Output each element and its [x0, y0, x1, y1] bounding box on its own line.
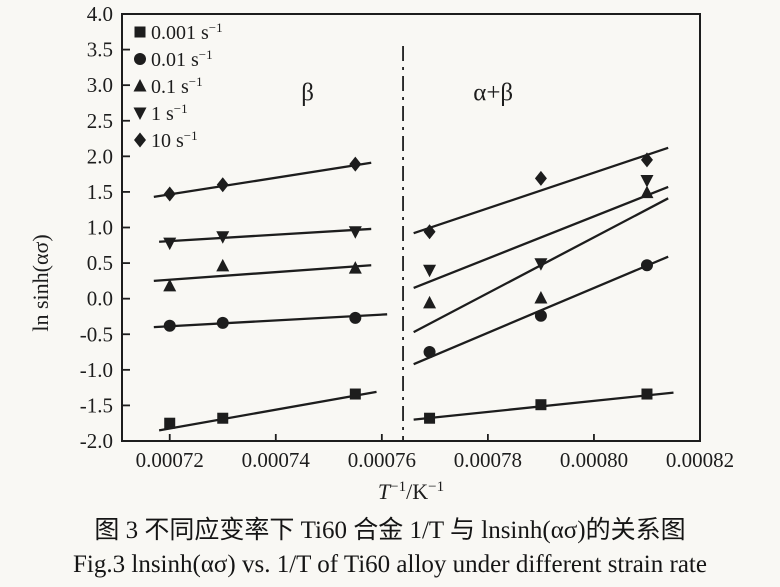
caption-english: Fig.3 lnsinh(ασ) vs. 1/T of Ti60 alloy u…: [73, 551, 707, 578]
fit-line: [158, 390, 377, 432]
y-tick-label: 0.5: [87, 251, 113, 275]
data-point: [641, 388, 653, 400]
data-point: [163, 186, 176, 202]
legend-marker: [133, 79, 147, 92]
data-point: [640, 152, 653, 168]
data-point: [535, 399, 547, 411]
chart-root: 4.0 3.5 3.0 2.5 2.0 1.5 1.0 0.5 0.0 -0.5 -1.0 -1.5 -…: [28, 2, 734, 504]
data-point: [534, 309, 547, 322]
legend-label: 10 s−1: [151, 128, 198, 152]
data-point: [164, 417, 176, 429]
legend-label: 0.001 s−1: [151, 20, 223, 44]
data-point: [349, 311, 362, 324]
fit-line: [159, 227, 372, 243]
y-tick-label: 0.0: [87, 287, 113, 311]
data-point: [217, 412, 229, 424]
data-point: [534, 258, 548, 271]
fit-line: [413, 146, 669, 235]
data-point: [163, 319, 176, 332]
data-point: [423, 264, 437, 278]
series-circle: [153, 255, 669, 366]
region-label: β: [301, 79, 314, 106]
x-tick-label: 0.00074: [242, 448, 311, 472]
y-tick-label: -1.0: [80, 358, 113, 382]
legend-marker: [133, 107, 147, 120]
caption-chinese: 图 3 不同应变率下 Ti60 合金 1/T 与 lnsinh(ασ)的关系图: [94, 516, 685, 544]
data-point: [349, 388, 361, 400]
data-point: [640, 175, 654, 188]
legend: 0.001 s−1 0.01 s−1 0.1 s−1 1 s−1 10 s−1: [133, 20, 223, 152]
x-tick-label: 0.00072: [136, 448, 204, 472]
series-triangle-down: [159, 175, 669, 290]
data-point: [216, 316, 229, 329]
legend-marker: [134, 53, 146, 65]
x-tick-label: 0.00080: [560, 448, 628, 472]
data-point: [216, 231, 230, 244]
y-tick-label: 4.0: [87, 2, 113, 26]
legend-label: 1 s−1: [151, 101, 188, 125]
legend-marker: [134, 26, 146, 38]
data-point: [423, 224, 436, 240]
data-point: [640, 259, 653, 272]
x-tick-label: 0.00076: [348, 448, 416, 472]
data-point: [349, 156, 362, 172]
data-point: [163, 278, 177, 292]
y-tick-label: -1.5: [80, 393, 113, 417]
y-tick-label: 1.5: [87, 180, 113, 204]
data-point: [424, 412, 436, 424]
legend-label: 0.1 s−1: [151, 74, 203, 98]
series-triangle-up: [153, 185, 669, 334]
data-point: [216, 177, 229, 193]
data-point: [348, 261, 362, 274]
series-square: [158, 388, 674, 432]
legend-marker: [134, 132, 146, 148]
x-tick-label: 0.00078: [454, 448, 522, 472]
fit-line: [413, 185, 669, 290]
y-tick-label: 1.0: [87, 216, 113, 240]
fit-line: [153, 313, 388, 329]
data-point: [423, 295, 437, 309]
fit-line: [153, 264, 372, 283]
fit-line: [153, 161, 372, 199]
data-point: [534, 170, 547, 186]
series-diamond: [153, 146, 669, 240]
y-tick-label: -0.5: [80, 322, 113, 346]
legend-label: 0.01 s−1: [151, 47, 213, 71]
y-tick-label: 3.0: [87, 73, 113, 97]
y-tick-label: 3.5: [87, 38, 113, 62]
y-tick-label: 2.0: [87, 144, 113, 168]
y-tick-label: -2.0: [80, 429, 113, 453]
data-point: [163, 237, 177, 251]
data-point: [534, 290, 548, 304]
x-tick-label: 0.00082: [666, 448, 734, 472]
x-axis-title: T−1/K−1: [378, 479, 444, 504]
y-tick-label: 2.5: [87, 109, 113, 133]
data-point: [423, 346, 436, 359]
region-label: α+β: [473, 79, 513, 106]
y-axis-title: ln sinh(ασ): [28, 234, 53, 331]
data-point: [348, 226, 362, 239]
data-point: [216, 258, 230, 272]
